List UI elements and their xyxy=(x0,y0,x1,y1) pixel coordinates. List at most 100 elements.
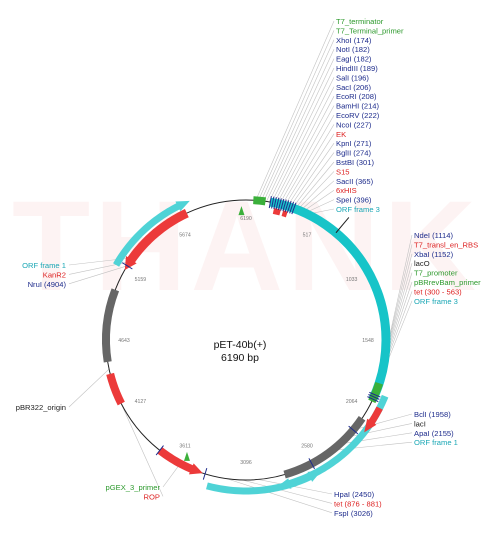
tick-label: 5674 xyxy=(179,232,191,238)
label-spei-396: SpeI (396) xyxy=(336,196,372,205)
tick-label: 3611 xyxy=(179,444,190,450)
label-ncoi-227: NcoI (227) xyxy=(336,120,372,129)
site-marker-16 xyxy=(202,467,208,480)
label-bglii-274: BglII (274) xyxy=(336,149,372,158)
leader-line xyxy=(297,171,335,211)
site-marker-4 xyxy=(277,198,282,211)
origin-pointer xyxy=(335,217,350,234)
site-marker-6 xyxy=(282,199,287,212)
leader-line xyxy=(255,20,335,201)
leader-line xyxy=(292,152,335,209)
label-ek: EK xyxy=(336,130,346,139)
leader-line xyxy=(68,368,110,408)
leader-line xyxy=(271,77,335,203)
tick-label: 2064 xyxy=(346,399,358,405)
label-xbai-1152: XbaI (1152) xyxy=(414,250,454,259)
leader-line xyxy=(268,67,335,203)
primer-triangle-1 xyxy=(183,451,190,461)
t7-promoter-arc xyxy=(368,381,383,404)
position-ticks: 6190 517 1033 1548 2064 2580 3096 3611 4127 4643 5… xyxy=(118,216,374,466)
site-marker-11 xyxy=(369,391,381,398)
site-marker-9 xyxy=(289,201,295,214)
tick-label: 3096 xyxy=(240,460,252,466)
label-tet-300-563: tet (300 - 563) xyxy=(414,287,462,296)
leader-line xyxy=(266,58,335,202)
watermark-text: THANK xyxy=(12,175,480,318)
site-marker-7 xyxy=(284,200,290,213)
leader-line xyxy=(294,161,335,210)
leader-line xyxy=(260,39,335,201)
label-pbrrevbam-primer: pBRrevBam_primer xyxy=(414,278,481,287)
label-apai-2155: ApaI (2155) xyxy=(414,429,454,438)
label-orf-frame-1: ORF frame 1 xyxy=(414,438,458,447)
site-marker-0 xyxy=(268,196,272,209)
site-marker-1 xyxy=(271,196,275,209)
site-marker-18 xyxy=(121,262,133,270)
label-tet-876-881: tet (876 - 881) xyxy=(334,499,382,508)
label-orf-frame-1: ORF frame 1 xyxy=(22,261,66,270)
tet-300-arc xyxy=(364,406,383,433)
label-fspi-3026: FspI (3026) xyxy=(334,509,373,518)
label-rop: ROP xyxy=(144,492,160,501)
label-orf-frame-3: ORF frame 3 xyxy=(414,297,458,306)
label-bamhi-214: BamHI (214) xyxy=(336,102,380,111)
leader-line xyxy=(263,49,335,202)
label-s15: S15 xyxy=(336,167,350,176)
rop-arc xyxy=(106,372,125,406)
site-marker-10 xyxy=(291,202,297,215)
label-orf-frame-3: ORF frame 3 xyxy=(336,205,380,214)
tick-label: 4127 xyxy=(135,399,147,405)
leader-line xyxy=(279,105,335,205)
leader-line xyxy=(242,479,333,504)
orf-frame-1-outer-arc xyxy=(206,470,322,495)
label-bcli-1958: BclI (1958) xyxy=(414,410,451,419)
tet-876-arc xyxy=(157,447,203,475)
site-marker-3 xyxy=(275,197,280,210)
site-marker-8 xyxy=(286,200,292,213)
label-6xhis: 6xHIS xyxy=(336,186,357,195)
tick-label: 517 xyxy=(303,232,312,238)
site-marker-13 xyxy=(367,396,379,403)
label-sali-196: SalI (196) xyxy=(336,73,369,82)
kanr2-arc xyxy=(124,209,189,270)
site-marker-12 xyxy=(368,394,380,400)
label-t7-terminal-primer: T7_Terminal_primer xyxy=(336,26,404,35)
tick-label: 4643 xyxy=(118,338,130,344)
laci-arc xyxy=(283,416,366,479)
orf-frame-1-left-arc xyxy=(113,200,190,267)
site-marker-5 xyxy=(280,198,285,211)
feature-arcs xyxy=(102,196,391,495)
plasmid-name: pET-40b(+) xyxy=(214,339,267,351)
leader-line xyxy=(302,189,335,213)
leader-line xyxy=(274,86,335,204)
site-marker-2 xyxy=(273,197,277,210)
leader-line xyxy=(258,30,335,201)
label-nrui-4904: NruI (4904) xyxy=(28,280,67,289)
label-laci: lacI xyxy=(414,419,426,428)
label-xhoi-174: XhoI (174) xyxy=(336,36,372,45)
orf-frame-3-outer-arc xyxy=(277,394,389,489)
tick-label: 1548 xyxy=(362,338,374,344)
leader-line xyxy=(118,399,164,497)
plasmid-size: 6190 bp xyxy=(221,352,259,364)
leader-line xyxy=(353,413,413,431)
leader-line xyxy=(281,114,335,205)
tick-label: 5159 xyxy=(135,277,147,283)
label-bstbi-301: BstBI (301) xyxy=(336,158,374,167)
tag-feature-arc-1 xyxy=(281,210,288,218)
tick-label: 2580 xyxy=(301,444,313,450)
label-kanr2: KanR2 xyxy=(43,270,66,279)
label-eagi-182: EagI (182) xyxy=(336,55,372,64)
label-pgex-3-primer: pGEX_3_primer xyxy=(106,483,161,492)
label-laco: lacO xyxy=(414,259,430,268)
label-ecori-208: EcoRI (208) xyxy=(336,92,377,101)
label-hpai-2450: HpaI (2450) xyxy=(334,490,375,499)
leader-line xyxy=(258,479,333,495)
leader-line xyxy=(226,478,333,514)
primer-triangle-0 xyxy=(238,206,245,216)
leader-line xyxy=(162,463,181,488)
label-t7-transl-en-rbs: T7_transl_en_RBS xyxy=(414,240,478,249)
